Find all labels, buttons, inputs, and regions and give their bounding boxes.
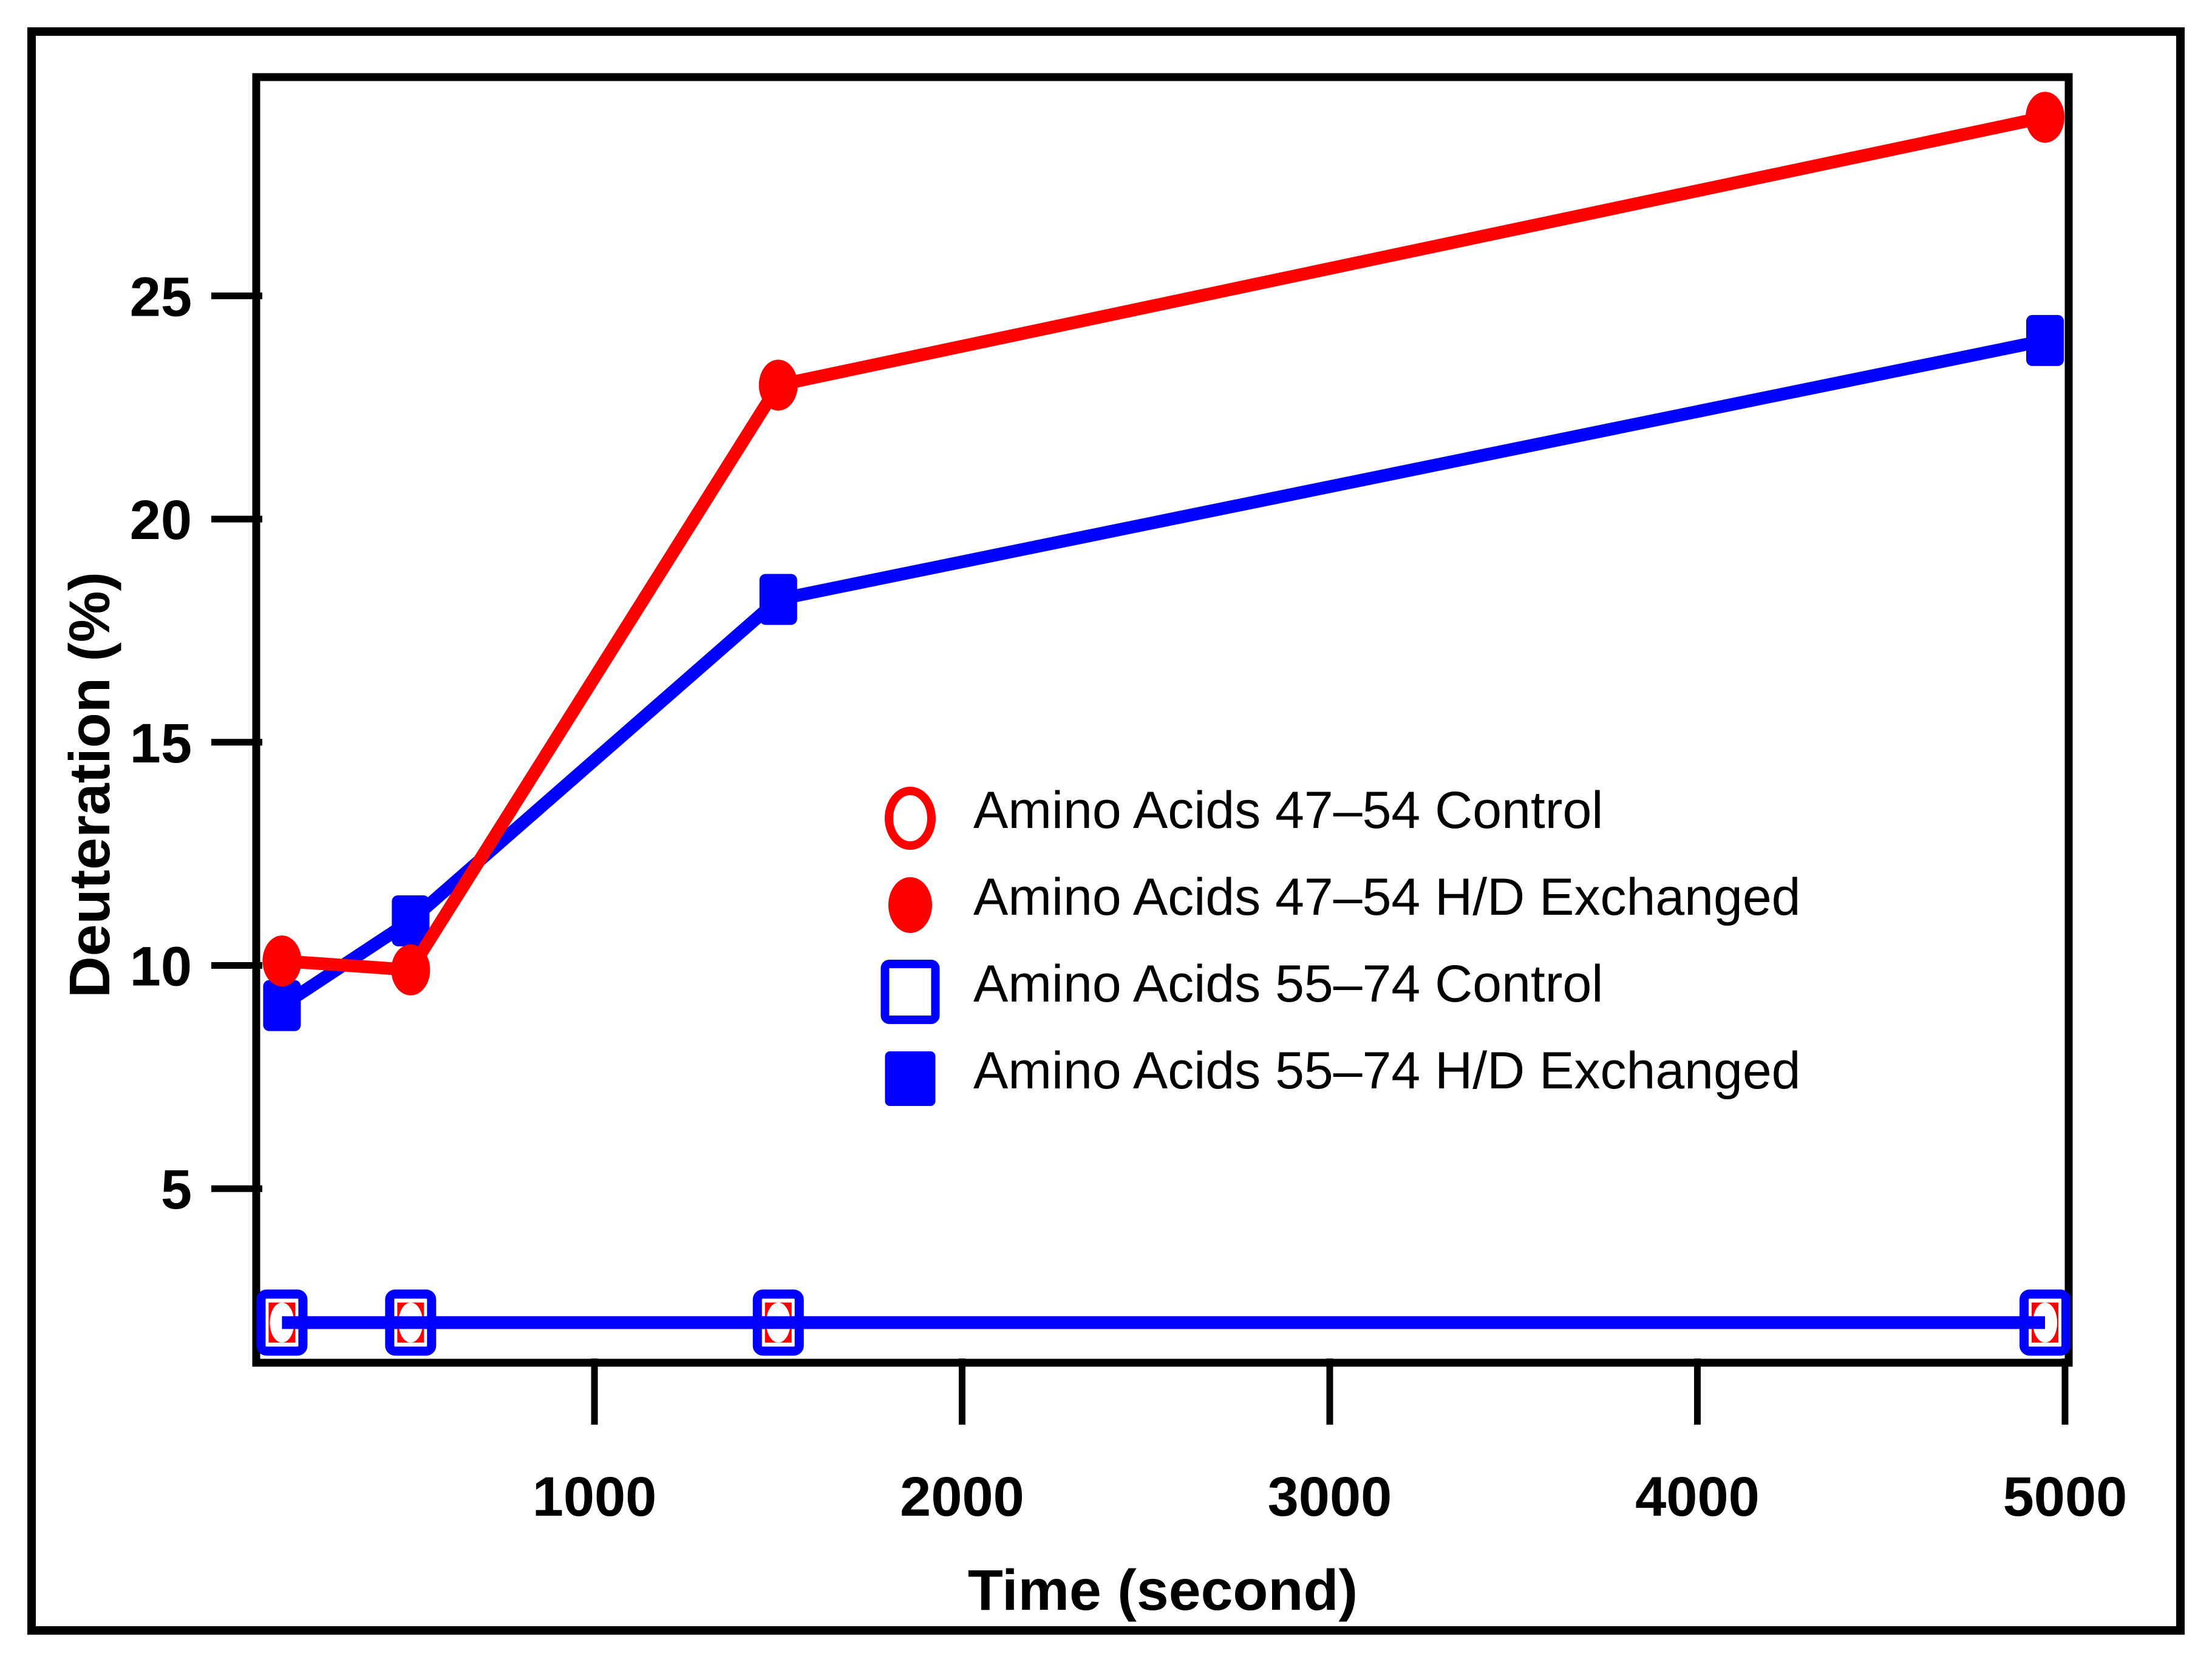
figure-border [27,27,2185,1635]
y-tick-label: 20 [130,489,192,551]
marker-filled-square-55-74-exchanged [2026,314,2064,366]
legend-item-label: Amino Acids 55–74 Control [973,955,1603,1013]
series-line-47-54-exchanged [281,110,2047,977]
legend: Amino Acids 47–54 Control Amino Acids 47–… [880,781,1800,1106]
legend-filled-square-icon [885,1051,936,1106]
y-tick-label: 5 [161,1159,192,1221]
data-series [256,92,2071,1356]
x-tick-label: 5000 [2003,1466,2128,1528]
marker-filled-circle-47-54-exchanged [262,935,302,987]
marker-filled-circle-47-54-exchanged [758,359,798,411]
legend-item-label: Amino Acids 47–54 Control [973,781,1603,839]
marker-open-square-55-74-control [752,1289,804,1356]
x-tick-label: 3000 [1268,1466,1392,1528]
x-tick-label: 4000 [1635,1466,1760,1528]
marker-open-square-55-74-control [2020,1289,2071,1356]
y-tick-label: 15 [130,713,192,775]
plot-area-border [252,73,2073,1367]
x-tick-label: 2000 [900,1466,1024,1528]
y-tick-label: 10 [130,935,192,997]
legend-open-square-icon [880,960,940,1024]
y-axis-title: Deuteration (%) [58,572,122,998]
legend-filled-circle-icon [888,877,932,933]
marker-filled-square-55-74-exchanged [759,574,797,625]
legend-item-label: Amino Acids 47–54 H/D Exchanged [973,868,1800,926]
marker-filled-square-55-74-exchanged [392,895,430,946]
x-axis-title: Time (second) [968,1558,1358,1623]
marker-filled-circle-47-54-exchanged [391,944,430,996]
legend-item-label: Amino Acids 55–74 H/D Exchanged [973,1042,1800,1100]
marker-filled-circle-47-54-exchanged [2026,92,2064,143]
marker-filled-square-55-74-exchanged [263,980,301,1031]
legend-open-circle-icon [885,787,936,850]
axis-ticks: 5 10 15 20 25 1000 2000 3000 4000 5000 [130,266,2128,1528]
y-tick-label: 25 [130,266,192,328]
marker-open-square-55-74-control [256,1289,308,1356]
x-tick-label: 1000 [533,1466,657,1528]
marker-open-square-55-74-control [385,1289,437,1356]
